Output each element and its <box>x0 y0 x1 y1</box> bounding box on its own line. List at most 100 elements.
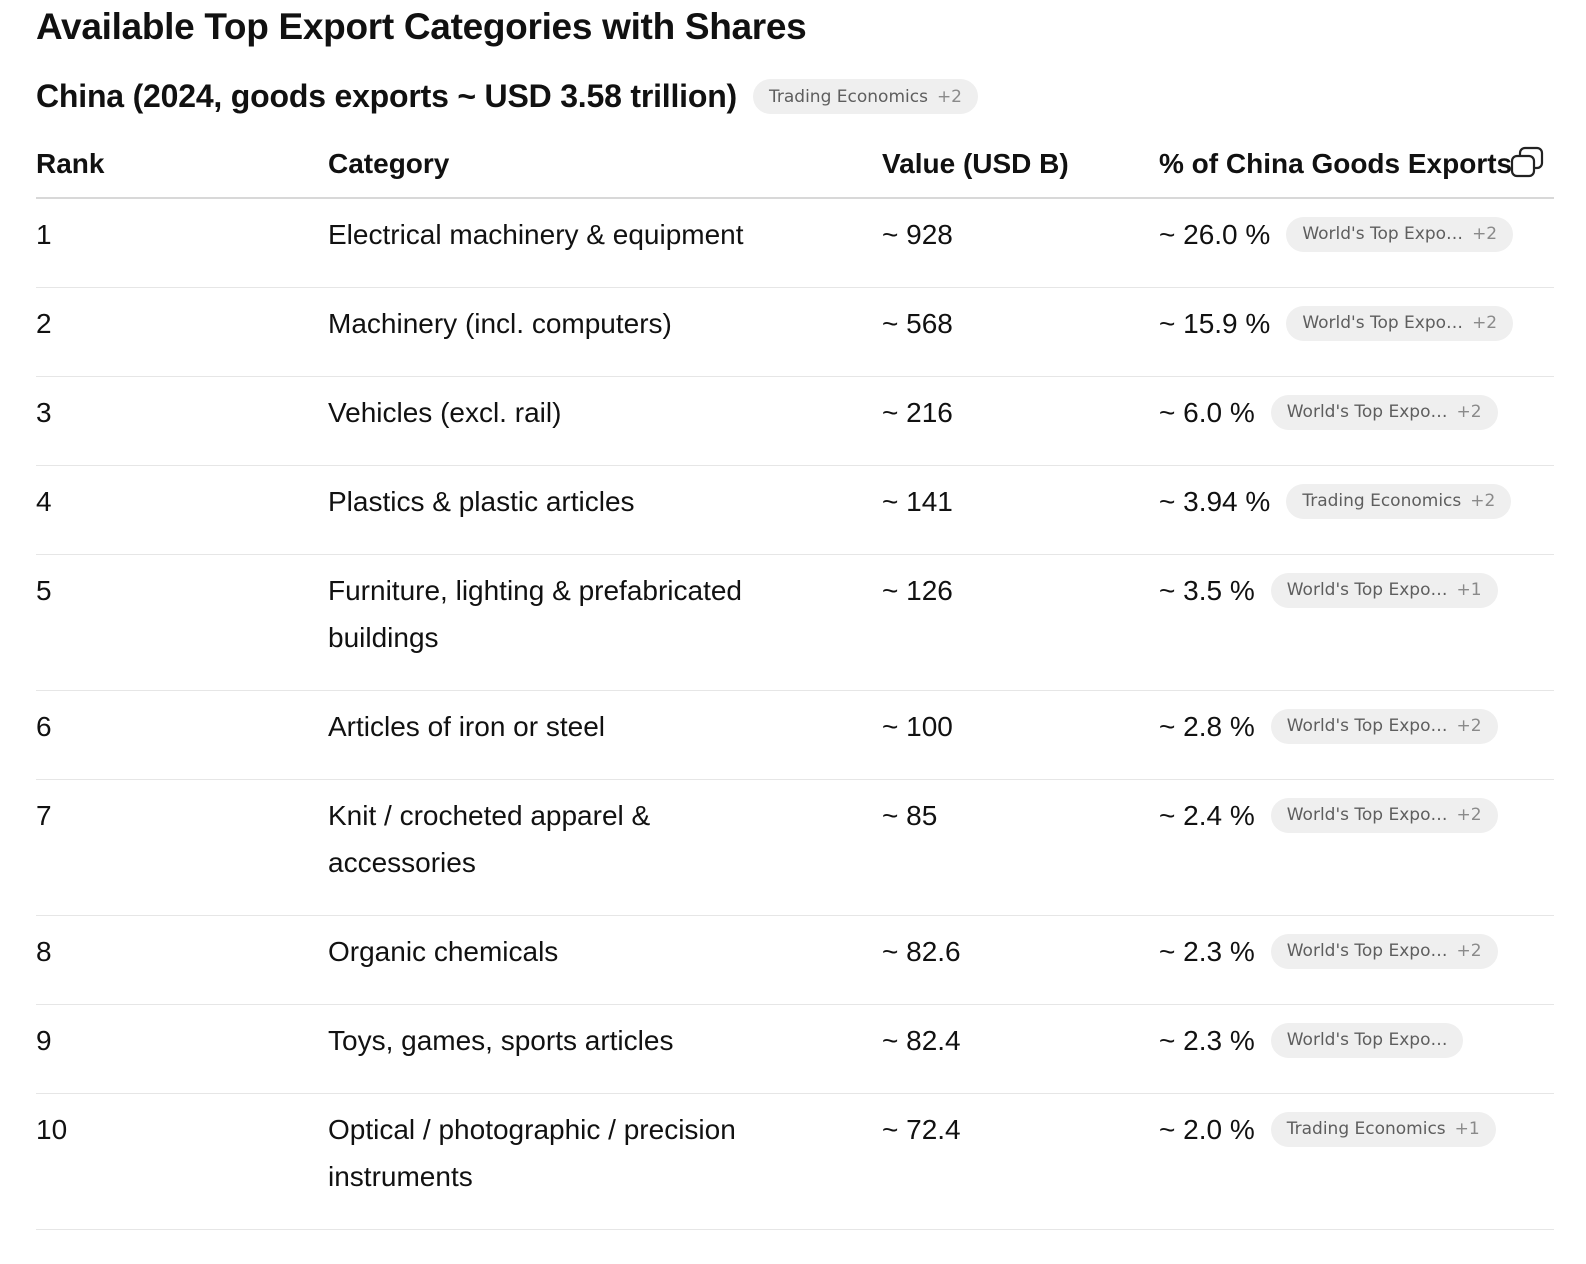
category-text: Machinery (incl. computers) <box>328 307 672 339</box>
page-title: Available Top Export Categories with Sha… <box>36 6 807 47</box>
table-row: 4 Plastics & plastic articles ~ 141 ~ 3.94 … <box>36 465 1554 555</box>
source-chip[interactable]: World's Top Expo… +2 <box>1270 797 1498 833</box>
cell-category: Articles of iron or steel <box>328 690 882 780</box>
value-text: ~ 85 <box>882 799 938 831</box>
rank-text: 4 <box>36 485 52 517</box>
table-row: 5 Furniture, lighting & prefabricated bui… <box>36 554 1554 691</box>
cell-value: ~ 82.6 <box>882 915 1159 1005</box>
category-text: Articles of iron or steel <box>328 710 605 742</box>
source-chip[interactable]: Trading Economics +2 <box>1286 483 1512 519</box>
source-chip-label: World's Top Expo… <box>1286 401 1448 422</box>
cell-share: ~ 26.0 % World's Top Expo… +2 <box>1159 198 1554 288</box>
source-chip-label: World's Top Expo… <box>1302 312 1464 333</box>
cell-rank: 3 <box>36 376 328 466</box>
table-header-row: Rank Category Value (USD B) % of China G… <box>36 131 1554 199</box>
source-chip-label: World's Top Expo… <box>1302 224 1464 244</box>
source-chip[interactable]: World's Top Expo… +2 <box>1270 708 1498 744</box>
category-text: Electrical machinery & equipment <box>328 219 744 250</box>
source-chip-more: +2 <box>1456 804 1482 825</box>
cell-share: ~ 2.3 % World's Top Expo… +2 <box>1159 915 1554 1005</box>
rank-text: 5 <box>36 574 52 606</box>
cell-value: ~ 126 <box>882 554 1159 691</box>
source-chip-label: Trading Economics <box>1302 490 1462 511</box>
cell-share: ~ 15.9 % World's Top Expo… +2 <box>1159 287 1554 377</box>
rank-text: 10 <box>36 1113 68 1145</box>
cell-rank: 2 <box>36 287 328 377</box>
table-row: 6 Articles of iron or steel ~ 100 ~ 2.8 % Wo… <box>36 690 1554 780</box>
cell-rank: 5 <box>36 554 328 691</box>
source-chip[interactable]: Trading Economics +1 <box>1270 1111 1496 1147</box>
cell-value: ~ 928 <box>882 198 1159 288</box>
rank-text: 1 <box>36 219 52 250</box>
source-chip-more: +2 <box>936 86 962 107</box>
cell-share: ~ 3.94 % Trading Economics +2 <box>1159 465 1554 555</box>
cell-rank: 1 <box>36 198 328 288</box>
source-chip-more: +2 <box>1456 401 1482 422</box>
source-chip[interactable]: World's Top Expo… +2 <box>1270 394 1498 430</box>
source-chip-label: World's Top Expo… <box>1286 579 1448 600</box>
source-chip-more: +1 <box>1456 579 1482 600</box>
source-chip-label: Trading Economics <box>769 86 928 107</box>
share-wrap: ~ 2.3 % World's Top Expo… <box>1159 1017 1554 1064</box>
share-wrap: ~ 26.0 % World's Top Expo… +2 <box>1159 211 1554 258</box>
value-text: ~ 72.4 <box>882 1113 961 1145</box>
exports-table: Rank Category Value (USD B) % of China G… <box>36 131 1554 1230</box>
cell-share: ~ 2.3 % World's Top Expo… <box>1159 1004 1554 1094</box>
source-chip-more: +2 <box>1456 715 1482 736</box>
cell-category: Electrical machinery & equipment <box>328 198 882 288</box>
rank-text: 9 <box>36 1024 52 1056</box>
share-wrap: ~ 2.8 % World's Top Expo… +2 <box>1159 703 1554 750</box>
share-text: ~ 26.0 % <box>1159 219 1271 250</box>
category-text: Vehicles (excl. rail) <box>328 396 562 428</box>
value-text: ~ 82.4 <box>882 1024 961 1056</box>
cell-value: ~ 72.4 <box>882 1093 1159 1230</box>
table-row: 9 Toys, games, sports articles ~ 82.4 ~ 2.3… <box>36 1004 1554 1094</box>
value-text: ~ 100 <box>882 710 953 742</box>
table-row: 3 Vehicles (excl. rail) ~ 216 ~ 6.0 % World'… <box>36 376 1554 466</box>
share-text: ~ 2.0 % <box>1159 1113 1255 1145</box>
table-row: 7 Knit / crocheted apparel & accessories ~… <box>36 779 1554 916</box>
table-row: 2 Machinery (incl. computers) ~ 568 ~ 15.9 … <box>36 287 1554 377</box>
cell-value: ~ 82.4 <box>882 1004 1159 1094</box>
value-text: ~ 82.6 <box>882 935 961 967</box>
source-chip[interactable]: World's Top Expo… +2 <box>1286 217 1514 252</box>
cell-category: Machinery (incl. computers) <box>328 287 882 377</box>
share-wrap: ~ 15.9 % World's Top Expo… +2 <box>1159 300 1554 347</box>
header-share: % of China Goods Exports <box>1159 131 1554 199</box>
table-row: 8 Organic chemicals ~ 82.6 ~ 2.3 % World's T… <box>36 915 1554 1005</box>
value-text: ~ 126 <box>882 574 953 606</box>
value-text: ~ 928 <box>882 219 953 250</box>
source-chip[interactable]: World's Top Expo… +2 <box>1270 933 1498 969</box>
table-row: 1 Electrical machinery & equipment ~ 928 ~ … <box>36 198 1554 288</box>
cell-rank: 4 <box>36 465 328 555</box>
share-wrap: ~ 3.5 % World's Top Expo… +1 <box>1159 567 1554 614</box>
share-text: ~ 2.3 % <box>1159 1024 1255 1056</box>
cell-rank: 8 <box>36 915 328 1005</box>
cell-category: Vehicles (excl. rail) <box>328 376 882 466</box>
source-chip-label: Trading Economics <box>1286 1118 1446 1139</box>
cell-rank: 7 <box>36 779 328 916</box>
value-text: ~ 568 <box>882 307 953 339</box>
header-rank: Rank <box>36 131 328 199</box>
cell-share: ~ 2.8 % World's Top Expo… +2 <box>1159 690 1554 780</box>
rank-text: 7 <box>36 799 52 831</box>
source-chip[interactable]: World's Top Expo… +1 <box>1270 572 1498 608</box>
source-chip-more: +2 <box>1472 224 1498 244</box>
share-text: ~ 6.0 % <box>1159 396 1255 428</box>
source-chip-label: World's Top Expo… <box>1286 1029 1448 1050</box>
category-text: Organic chemicals <box>328 935 559 967</box>
category-text: Knit / crocheted apparel & accessories <box>328 799 651 878</box>
subheader: China (2024, goods exports ~ USD 3.58 tr… <box>36 78 978 115</box>
source-chip[interactable]: Trading Economics +2 <box>753 79 978 114</box>
value-text: ~ 216 <box>882 396 953 428</box>
source-chip[interactable]: World's Top Expo… <box>1270 1022 1464 1058</box>
source-chip[interactable]: World's Top Expo… +2 <box>1286 305 1514 341</box>
share-wrap: ~ 2.4 % World's Top Expo… +2 <box>1159 792 1554 839</box>
cell-share: ~ 2.4 % World's Top Expo… +2 <box>1159 779 1554 916</box>
cell-value: ~ 216 <box>882 376 1159 466</box>
cell-category: Organic chemicals <box>328 915 882 1005</box>
value-text: ~ 141 <box>882 485 953 517</box>
cell-value: ~ 568 <box>882 287 1159 377</box>
share-text: ~ 2.4 % <box>1159 799 1255 831</box>
